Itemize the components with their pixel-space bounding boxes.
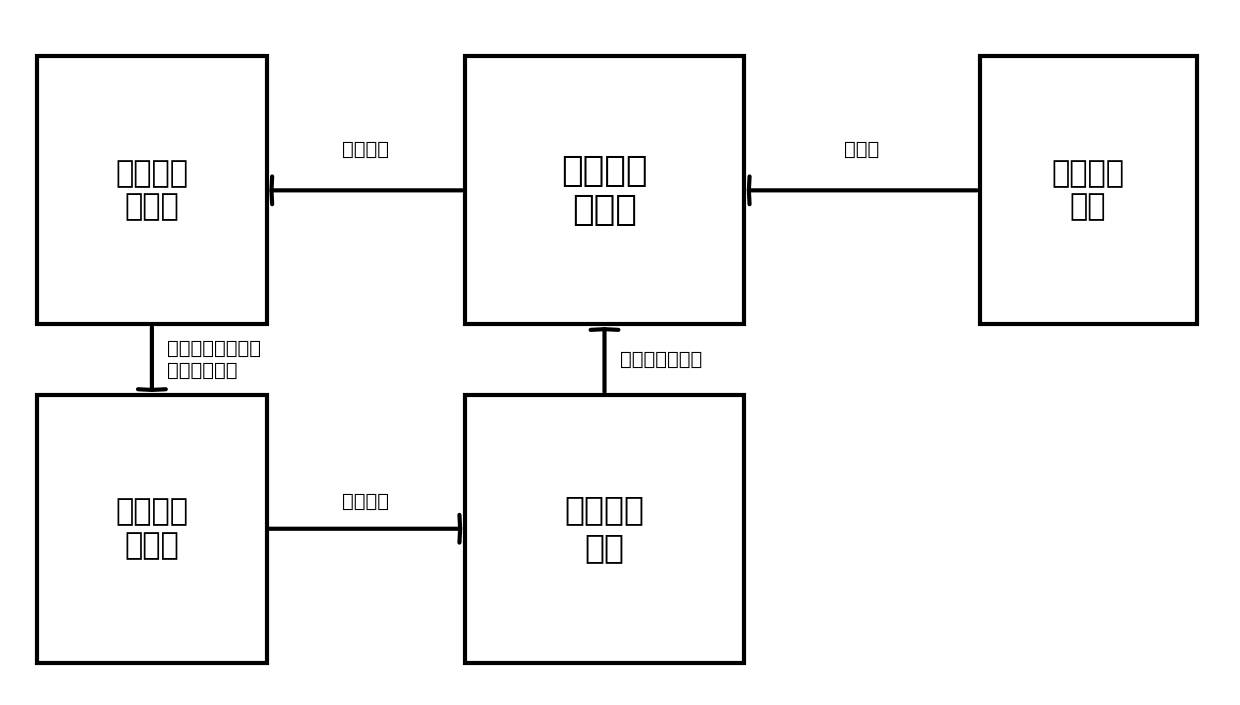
Text: 锂电池: 锂电池 [844,140,879,159]
Text: 滚动输送
子系统: 滚动输送 子系统 [562,154,647,227]
Text: 推出有缺陷电池: 推出有缺陷电池 [620,350,702,369]
FancyBboxPatch shape [465,395,744,663]
FancyBboxPatch shape [465,56,744,324]
FancyBboxPatch shape [980,56,1197,324]
Text: 锂电池生
产线: 锂电池生 产线 [1052,159,1125,221]
FancyBboxPatch shape [37,56,267,324]
FancyBboxPatch shape [37,395,267,663]
Text: 缺陷感知
计算机: 缺陷感知 计算机 [115,498,188,560]
Text: 电池正、负极图像
电池包皮图像: 电池正、负极图像 电池包皮图像 [167,339,262,380]
Text: 电池滚动: 电池滚动 [342,140,389,159]
Text: 可视信息
传感器: 可视信息 传感器 [115,159,188,221]
Text: 缺陷信息: 缺陷信息 [342,492,389,511]
Text: 缺陷作动
装置: 缺陷作动 装置 [564,493,645,564]
